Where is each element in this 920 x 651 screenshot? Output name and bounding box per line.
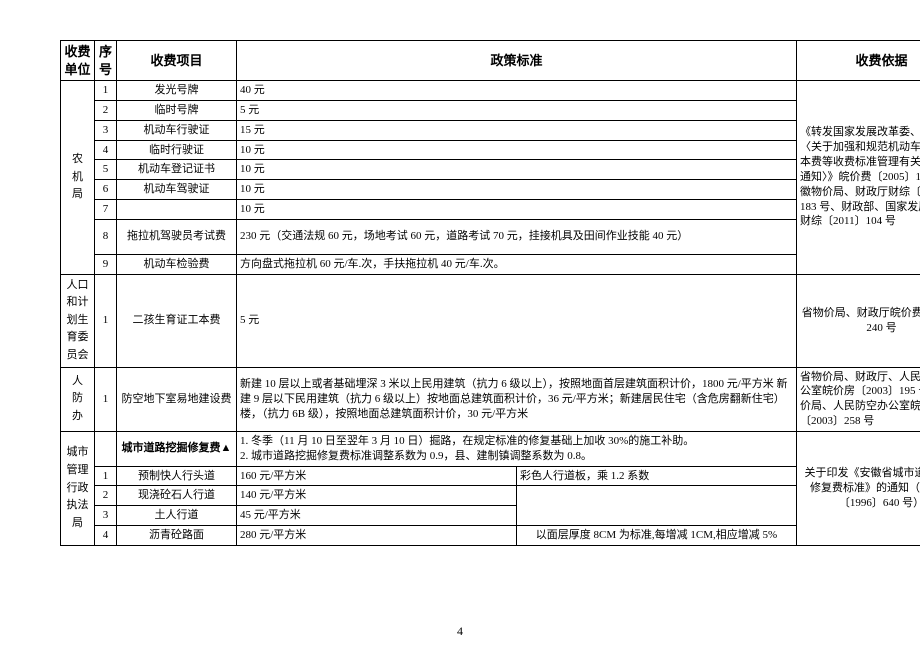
cell-std: 10 元 — [237, 140, 797, 160]
cell-item: 二孩生育证工本费 — [117, 274, 237, 367]
cell-item: 临时号牌 — [117, 100, 237, 120]
cell-item: 现浇砼石人行道 — [117, 486, 237, 506]
table-row: 2 现浇砼石人行道 140 元/平方米 140 元/平方米 — [61, 486, 920, 506]
cell-item: 预制快人行头道 — [117, 466, 237, 486]
table-row: 人口和计划生育委员会 1 二孩生育证工本费 5 元 省物价局、财政厅皖价费〔20… — [61, 274, 920, 367]
cell-idx: 1 — [95, 466, 117, 486]
table-row: 6 机动车驾驶证 10 元 — [61, 180, 920, 200]
cell-std: 10 元 — [237, 180, 797, 200]
page-number: 4 — [0, 624, 920, 639]
cell-idx: 3 — [95, 506, 117, 526]
th-unit: 收费单位 — [61, 41, 95, 81]
page-container: 收费单位 序号 收费项目 政策标准 收费依据 执行标准 备注 农机局 1 发光号… — [0, 0, 920, 546]
cell-idx: 1 — [95, 81, 117, 101]
th-basis: 收费依据 — [797, 41, 920, 81]
table-row: 5 机动车登记证书 10 元 — [61, 160, 920, 180]
cell-basis-csgl: 关于印发《安徽省城市道路挖掘修复费标准》的通知（建城字〔1996〕640 号） — [797, 431, 920, 545]
fee-table: 收费单位 序号 收费项目 政策标准 收费依据 执行标准 备注 农机局 1 发光号… — [60, 40, 920, 546]
cell-basis-njj: 《转发国家发展改革委、财政部〈关于加强和规范机动车牌证工本费等收费标准管理有关问… — [797, 81, 920, 274]
cell-idx: 1 — [95, 274, 117, 367]
unit-csgl: 城市管理行政执法局 — [61, 431, 95, 545]
cell-std: 15 元 — [237, 120, 797, 140]
table-row: 4 沥青砼路面 280 元/平方米 以面层厚度 8CM 为标准,每增减 1CM,… — [61, 526, 920, 546]
cell-idx: 4 — [95, 526, 117, 546]
table-row: 人防办 1 防空地下室易地建设费 新建 10 层以上或者基础埋深 3 米以上民用… — [61, 367, 920, 431]
unit-rfb: 人防办 — [61, 367, 95, 431]
th-item: 收费项目 — [117, 41, 237, 81]
cell-note — [517, 486, 797, 526]
table-row: 4 临时行驶证 10 元 — [61, 140, 920, 160]
cell-title-note: 1. 冬季（11 月 10 日至翌年 3 月 10 日）掘路，在规定标准的修复基… — [237, 431, 797, 466]
cell-idx: 1 — [95, 367, 117, 431]
cell-idx: 6 — [95, 180, 117, 200]
table-header-row: 收费单位 序号 收费项目 政策标准 收费依据 执行标准 备注 — [61, 41, 920, 81]
table-row: 城市管理行政执法局 城市道路挖掘修复费▲ 1. 冬季（11 月 10 日至翌年 … — [61, 431, 920, 466]
cell-note: 彩色人行道板，乘 1.2 系数 — [517, 466, 797, 486]
cell-idx: 7 — [95, 200, 117, 220]
cell-item-title: 城市道路挖掘修复费▲ — [117, 431, 237, 466]
cell-note: 以面层厚度 8CM 为标准,每增减 1CM,相应增减 5% — [517, 526, 797, 546]
cell-std: 40 元 — [237, 81, 797, 101]
cell-std: 230 元（交通法规 60 元，场地考试 60 元，道路考试 70 元，挂接机具… — [237, 220, 797, 255]
cell-idx: 2 — [95, 100, 117, 120]
cell-idx: 5 — [95, 160, 117, 180]
cell-std: 45 元/平方米 — [237, 506, 517, 526]
cell-item: 发光号牌 — [117, 81, 237, 101]
table-row: 1 预制快人行头道 160 元/平方米 彩色人行道板，乘 1.2 系数 160 … — [61, 466, 920, 486]
cell-std: 5 元 — [237, 100, 797, 120]
cell-basis: 省物价局、财政厅、人民防空办公室皖价房〔2003〕195 号、省物价局、人民防空… — [797, 367, 920, 431]
cell-std: 280 元/平方米 — [237, 526, 517, 546]
cell-item: 临时行驶证 — [117, 140, 237, 160]
cell-item: 机动车登记证书 — [117, 160, 237, 180]
table-row: 2 临时号牌 5 元 — [61, 100, 920, 120]
table-row: 8 拖拉机驾驶员考试费 230 元（交通法规 60 元，场地考试 60 元，道路… — [61, 220, 920, 255]
cell-item: 防空地下室易地建设费 — [117, 367, 237, 431]
cell-item: 沥青砼路面 — [117, 526, 237, 546]
cell-std: 10 元 — [237, 160, 797, 180]
cell-std: 140 元/平方米 — [237, 486, 517, 506]
cell-basis: 省物价局、财政厅皖价费〔2006〕240 号 — [797, 274, 920, 367]
table-row: 3 机动车行驶证 15 元 — [61, 120, 920, 140]
unit-rkjh: 人口和计划生育委员会 — [61, 274, 95, 367]
cell-item — [117, 200, 237, 220]
cell-idx: 8 — [95, 220, 117, 255]
cell-idx: 4 — [95, 140, 117, 160]
cell-item: 拖拉机驾驶员考试费 — [117, 220, 237, 255]
table-row: 9 机动车检验费 方向盘式拖拉机 60 元/车.次，手扶拖拉机 40 元/车.次… — [61, 254, 920, 274]
cell-std: 160 元/平方米 — [237, 466, 517, 486]
cell-item: 土人行道 — [117, 506, 237, 526]
table-row: 7 10 元 — [61, 200, 920, 220]
cell-idx: 9 — [95, 254, 117, 274]
table-row: 农机局 1 发光号牌 40 元 《转发国家发展改革委、财政部〈关于加强和规范机动… — [61, 81, 920, 101]
cell-std: 新建 10 层以上或者基础埋深 3 米以上民用建筑（抗力 6 级以上），按照地面… — [237, 367, 797, 431]
cell-std: 方向盘式拖拉机 60 元/车.次，手扶拖拉机 40 元/车.次。 — [237, 254, 797, 274]
unit-njj: 农机局 — [61, 81, 95, 274]
cell-std: 5 元 — [237, 274, 797, 367]
th-idx: 序号 — [95, 41, 117, 81]
cell-item: 机动车检验费 — [117, 254, 237, 274]
cell-item: 机动车驾驶证 — [117, 180, 237, 200]
th-standard: 政策标准 — [237, 41, 797, 81]
cell-idx — [95, 431, 117, 466]
cell-item: 机动车行驶证 — [117, 120, 237, 140]
cell-idx: 3 — [95, 120, 117, 140]
cell-idx: 2 — [95, 486, 117, 506]
cell-std: 10 元 — [237, 200, 797, 220]
